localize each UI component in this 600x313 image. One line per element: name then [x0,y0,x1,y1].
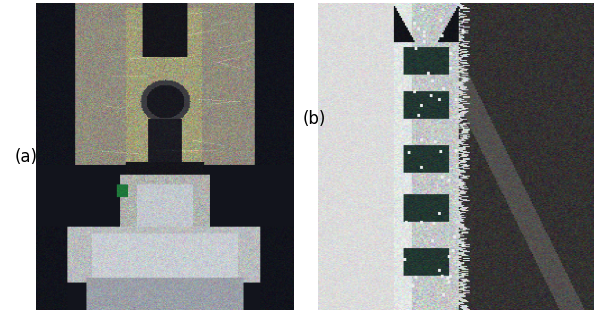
Text: (b): (b) [303,110,326,128]
Text: (a): (a) [15,147,38,166]
